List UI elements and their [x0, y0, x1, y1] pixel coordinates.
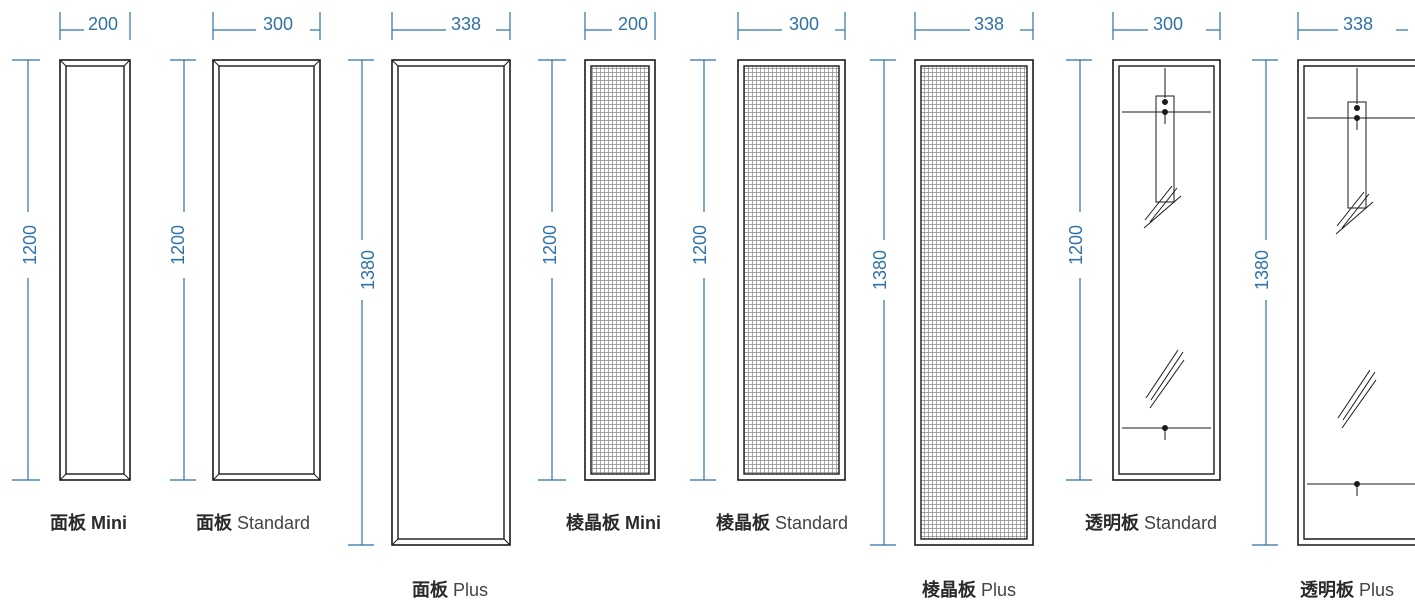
width-label: 300: [789, 14, 819, 34]
height-label: 1200: [168, 225, 188, 265]
width-label: 338: [974, 14, 1004, 34]
caption-panel-plus-flat: 面板 Plus: [412, 580, 489, 600]
prism-mesh: [743, 65, 840, 475]
panel-plus-clear: 338 1380: [1252, 12, 1415, 546]
caption-panel-standard-prism: 棱晶板 Standard: [716, 513, 849, 533]
height-label: 1380: [870, 250, 890, 290]
height-label: 1200: [540, 225, 560, 265]
inner-frame: [65, 65, 125, 475]
prism-mesh: [590, 65, 650, 475]
panel-plus-prism: 338 1380: [870, 12, 1034, 546]
panel-standard-flat: 300 1200: [168, 12, 321, 481]
caption-panel-plus-prism: 棱晶板 Plus: [922, 580, 1017, 600]
width-dimension: [59, 12, 131, 40]
width-label: 200: [618, 14, 648, 34]
panel-mini-flat: 200 1200: [12, 12, 131, 481]
width-label: 338: [451, 14, 481, 34]
panel-standard-clear: 300 1200: [1066, 12, 1221, 481]
width-label: 200: [88, 14, 118, 34]
caption-panel-standard-flat: 面板 Standard: [196, 513, 311, 533]
width-label: 300: [1153, 14, 1183, 34]
caption-panel-mini-prism: 棱晶板 Mini: [566, 513, 662, 533]
width-label: 300: [263, 14, 293, 34]
height-dimension: [12, 59, 40, 481]
outer-frame: [59, 59, 131, 481]
panel-plus-flat: 338 1380: [348, 12, 511, 546]
height-label: 1380: [1252, 250, 1272, 290]
panel-mini-prism: 200 1200: [538, 12, 656, 481]
clear-panel-hardware: [1122, 68, 1211, 440]
width-label: 338: [1343, 14, 1373, 34]
caption-panel-standard-clear: 透明板 Standard: [1085, 513, 1218, 533]
prism-mesh: [920, 65, 1028, 540]
height-label: 1380: [358, 250, 378, 290]
clear-panel-hardware: [1307, 68, 1415, 496]
panel-standard-prism: 300 1200: [690, 12, 846, 481]
height-label: 1200: [1066, 225, 1086, 265]
caption-panel-mini-flat: 面板 Mini: [50, 513, 128, 533]
height-label: 1200: [20, 225, 40, 265]
height-label: 1200: [690, 225, 710, 265]
caption-panel-plus-clear: 透明板 Plus: [1300, 580, 1395, 600]
